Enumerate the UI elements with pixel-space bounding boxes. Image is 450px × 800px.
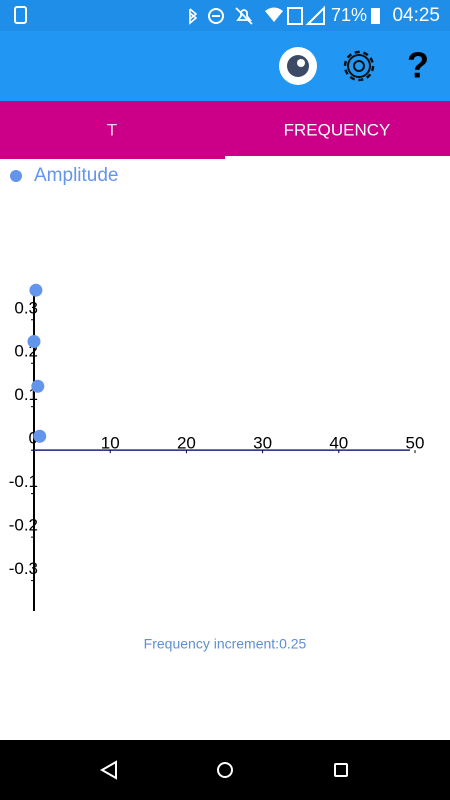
- point: [33, 429, 47, 443]
- gear-outline: [343, 50, 375, 82]
- legend-label: Amplitude: [34, 165, 119, 186]
- y-tick-label: -0.1: [9, 472, 38, 491]
- point: [31, 379, 45, 393]
- y-tick-label: -0.2: [9, 516, 38, 535]
- point: [27, 335, 41, 349]
- dnd-icon: [212, 15, 220, 17]
- recents-button[interactable]: [334, 763, 348, 777]
- status-bar: [0, 0, 450, 31]
- mute-icon: [235, 7, 253, 25]
- footer-note: Frequency increment:0.25: [144, 636, 307, 652]
- gear-hole: [353, 60, 365, 72]
- wifi-icon: [265, 7, 283, 22]
- x-tick-label: 30: [253, 434, 272, 453]
- tab-bar: [0, 101, 450, 159]
- eye-iris: [287, 55, 309, 77]
- clock: 04:25: [392, 5, 440, 26]
- tab[interactable]: T: [107, 120, 117, 139]
- x-tick-label: 10: [101, 434, 120, 453]
- chart: 0.30.20.10-0.1-0.2-0.310 20 30 40 50Amplitud…: [9, 165, 425, 611]
- legend-marker: [10, 170, 22, 182]
- signal-icon: [305, 5, 325, 25]
- tab-indicator: [225, 156, 450, 160]
- settings-button[interactable]: [343, 50, 375, 82]
- y-tick-label: 0.3: [14, 298, 38, 317]
- tab-selected[interactable]: FREQUENCY: [284, 120, 391, 139]
- bluetooth-icon: [189, 8, 198, 25]
- y-tick-label: 0.1: [14, 385, 38, 404]
- battery-icon: [371, 8, 380, 24]
- x-tick-label: 20: [177, 434, 196, 453]
- x-tick-label: 50: [406, 434, 425, 453]
- home-button[interactable]: [217, 762, 233, 778]
- dnd-icon: [208, 8, 224, 24]
- point: [29, 283, 43, 297]
- battery-text: 71%: [331, 5, 367, 25]
- gear-body: [347, 54, 371, 78]
- y-tick-label: -0.3: [9, 559, 38, 578]
- sim-icon: [287, 7, 303, 25]
- app-bar: [0, 31, 450, 101]
- help-button[interactable]: ?: [407, 45, 429, 86]
- status-icon: [14, 6, 27, 24]
- nav-bar: [0, 740, 450, 800]
- eye-glint: [297, 59, 305, 67]
- x-tick-label: 40: [329, 434, 348, 453]
- y-tick-label: 0: [29, 429, 38, 448]
- back-button[interactable]: [99, 760, 117, 780]
